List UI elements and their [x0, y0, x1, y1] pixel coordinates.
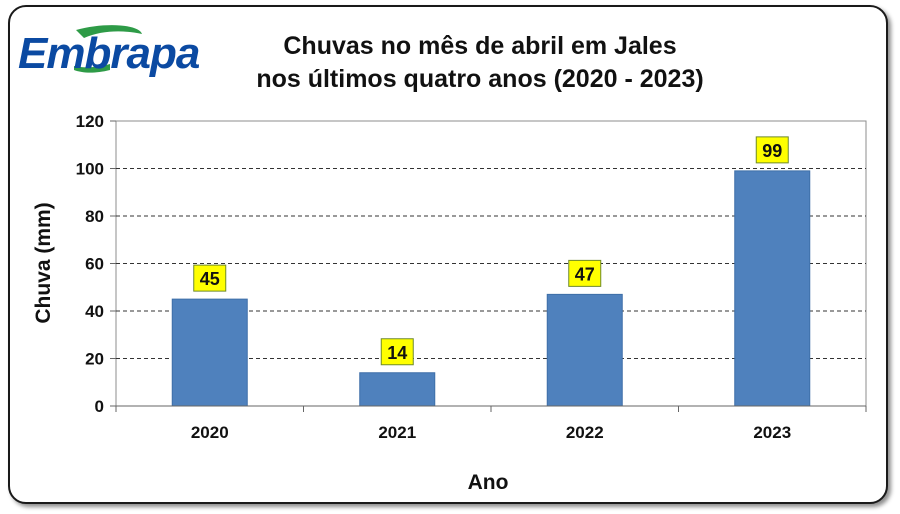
- data-label-box: [568, 259, 602, 287]
- data-label-box: [380, 338, 414, 366]
- data-label-box: [193, 264, 227, 292]
- bar-2020: [171, 298, 248, 407]
- data-label: 14: [387, 343, 407, 363]
- embrapa-logo: Embrapa: [14, 24, 200, 82]
- y-tick-label: 100: [76, 160, 104, 179]
- bar-2022: [546, 293, 623, 407]
- data-label: 45: [200, 269, 220, 289]
- bar-2021: [359, 372, 436, 407]
- y-tick-label: 0: [95, 397, 104, 416]
- chart-title: Chuvas no mês de abril em Jales nos últi…: [230, 30, 730, 96]
- y-tick-label: 40: [85, 302, 104, 321]
- y-tick-label: 80: [85, 207, 104, 226]
- bar-2023: [734, 170, 811, 407]
- y-tick-label: 20: [85, 350, 104, 369]
- data-label-box: [755, 136, 789, 164]
- y-tick-label: 120: [76, 112, 104, 131]
- data-label: 99: [762, 141, 782, 161]
- x-tick-label: 2023: [753, 423, 791, 442]
- y-tick-label: 60: [85, 255, 104, 274]
- x-tick-label: 2022: [566, 423, 604, 442]
- logo-swoosh-icon: [74, 25, 142, 73]
- data-label: 47: [575, 264, 595, 284]
- chart-title-line2: nos últimos quatro anos (2020 - 2023): [256, 65, 704, 93]
- logo-text: Embrapa: [18, 29, 200, 78]
- x-tick-label: 2021: [378, 423, 416, 442]
- x-axis-title: Ano: [468, 471, 509, 494]
- x-tick-label: 2020: [191, 423, 229, 442]
- chart-title-line1: Chuvas no mês de abril em Jales: [283, 32, 677, 60]
- y-axis-title: Chuva (mm): [32, 202, 55, 323]
